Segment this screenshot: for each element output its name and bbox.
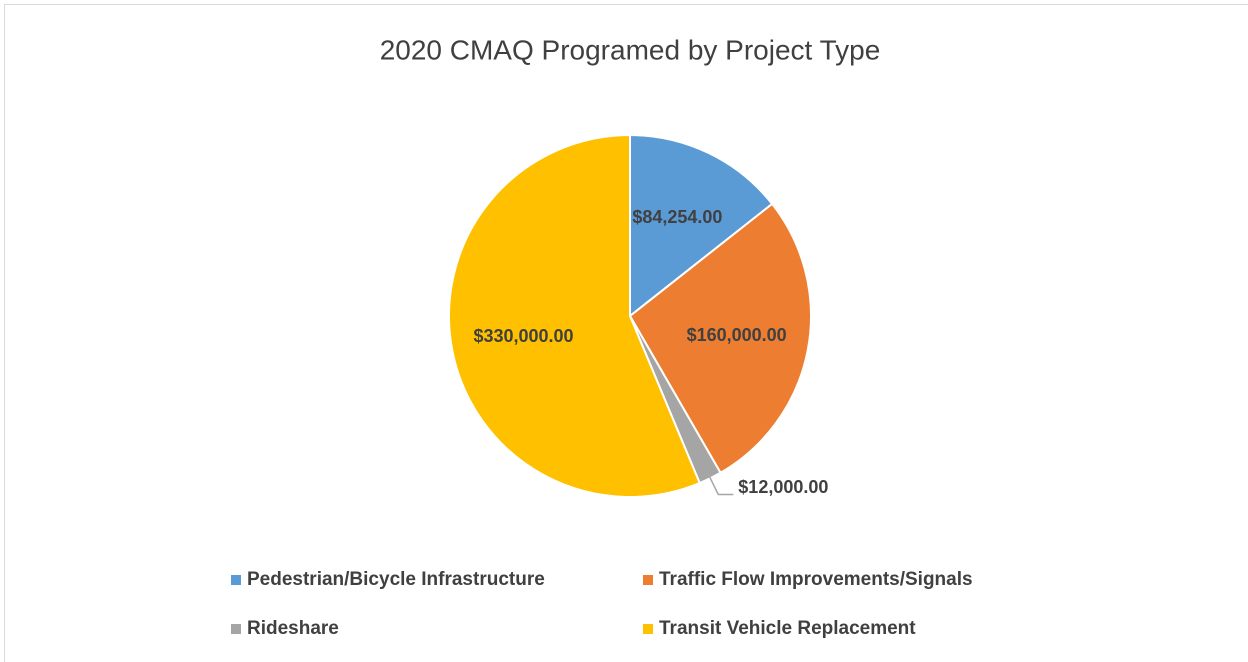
legend-label: Pedestrian/Bicycle Infrastructure <box>247 569 545 590</box>
legend-swatch <box>643 624 653 634</box>
legend-swatch <box>643 575 653 585</box>
data-label: $12,000.00 <box>738 477 828 497</box>
data-label: $330,000.00 <box>473 326 573 346</box>
chart-title: 2020 CMAQ Programed by Project Type <box>380 34 881 65</box>
legend-label: Transit Vehicle Replacement <box>659 618 916 639</box>
legend-swatch <box>231 624 241 634</box>
data-label: $160,000.00 <box>687 325 787 345</box>
pie-slice <box>448 133 701 498</box>
leader-line <box>706 472 734 496</box>
legend-label: Rideshare <box>247 618 339 639</box>
pie-slice <box>629 133 774 319</box>
legend-swatch <box>231 575 241 585</box>
legend-label: Traffic Flow Improvements/Signals <box>659 569 973 590</box>
data-label: $84,254.00 <box>632 207 722 227</box>
pie-slice <box>628 202 812 475</box>
